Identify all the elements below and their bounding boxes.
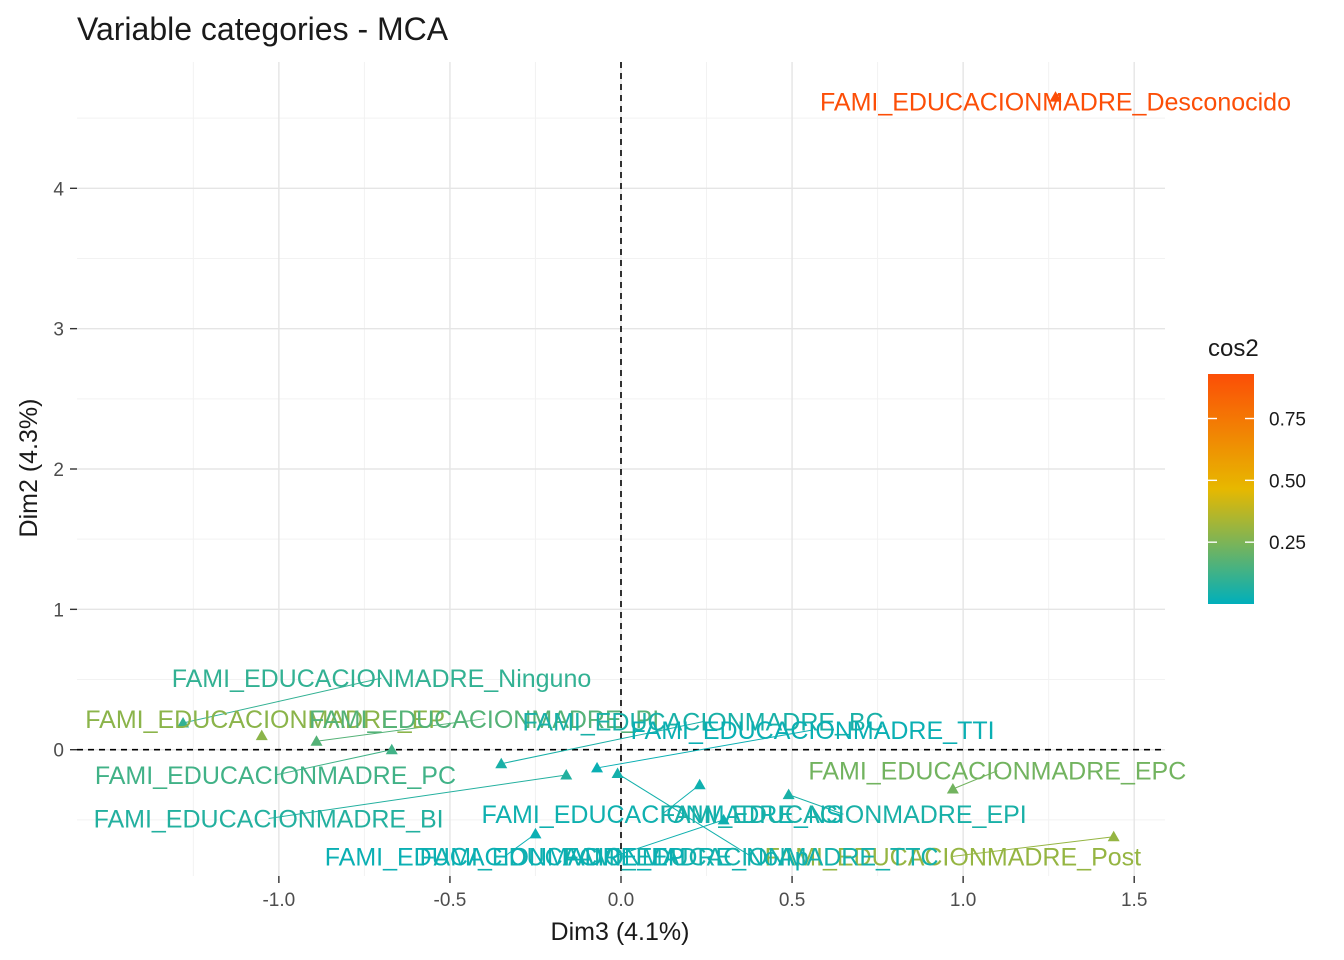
point-label: FAMI_EDUCACIONMADRE_EPC: [808, 758, 1186, 786]
point-label: FAMI_EDUCACIONMADRE_EP: [325, 843, 685, 871]
label-connector: [596, 729, 813, 769]
point-marker: [1107, 830, 1120, 842]
point-marker: [177, 717, 190, 728]
point-marker: [946, 782, 959, 794]
x-tick-label: 0.5: [779, 890, 805, 911]
legend-colorbar: [1208, 374, 1254, 604]
legend-tick-label: 0.75: [1269, 410, 1306, 431]
y-tick-label: 1: [53, 600, 64, 621]
label-connector: [952, 836, 1114, 857]
point-marker: [529, 827, 542, 839]
x-tick-label: 0.0: [608, 890, 634, 911]
label-connector: [268, 774, 567, 819]
grid-lines: [77, 62, 1165, 876]
point-marker: [611, 767, 624, 779]
label-connector: [617, 773, 752, 857]
x-tick-label: 1.0: [950, 890, 976, 911]
point-label: FAMI_EDUCACIONMADRE_Desconocido: [820, 88, 1291, 116]
point-label: FAMI_EDUCACIONMADRE_Ninguno: [172, 665, 592, 693]
label-connector: [316, 718, 485, 742]
label-connector: [275, 749, 392, 776]
y-tick-label: 0: [53, 741, 64, 762]
point-label: FAMI_EDUCACIONMADRE_BC: [523, 709, 884, 737]
y-tick-label: 2: [53, 460, 64, 481]
axes: -1.0 -0.5 0.0 0.5 1.0 1.5 0 1 2 3 4: [53, 179, 1147, 911]
label-connectors: [182, 677, 1114, 857]
data-points: [177, 91, 1120, 842]
point-marker: [310, 735, 323, 746]
point-label: FAMI_EDUCACIONMADRE_TTI: [631, 717, 995, 745]
label-connector: [661, 784, 701, 815]
label-connector: [501, 721, 704, 765]
point-label: FAMI_EDUCACIONMADRE_EP: [85, 706, 445, 734]
point-marker: [385, 743, 398, 755]
label-connector: [613, 819, 724, 857]
x-tick-label: -0.5: [434, 890, 467, 911]
point-label: FAMI_EDUCACIONMADRE_NoAp: [420, 843, 809, 871]
point-marker: [693, 778, 706, 790]
legend-tick-label: 0.25: [1269, 533, 1306, 554]
legend-ticks: 0.25 0.50 0.75: [1208, 410, 1306, 554]
point-label: FAMI_EDUCACIONMADRE_EPI: [660, 801, 1027, 829]
legend-tick-label: 0.50: [1269, 471, 1306, 492]
y-axis-title: Dim2 (4.3%): [15, 399, 43, 538]
point-marker: [495, 757, 508, 769]
point-marker: [591, 761, 604, 773]
legend-title: cos2: [1208, 335, 1259, 362]
y-tick-label: 4: [53, 179, 64, 200]
label-connector: [788, 794, 844, 815]
point-marker: [782, 788, 795, 800]
cos2-legend: cos2 0.25 0.50 0.75: [1208, 335, 1306, 604]
label-connector: [182, 677, 382, 724]
point-label: FAMI_EDUCACIONMADRE_PI: [309, 706, 659, 734]
x-tick-label: -1.0: [262, 890, 295, 911]
point-marker: [717, 813, 730, 825]
point-label: FAMI_EDUCACIONMADRE_BI: [94, 805, 444, 833]
point-marker: [255, 729, 268, 741]
point-labels: FAMI_EDUCACIONMADRE_Desconocido FAMI_EDUC…: [85, 88, 1291, 871]
point-marker: [1049, 91, 1062, 102]
point-label: FAMI_EDUCACIONMADRE_PC: [95, 762, 456, 790]
reference-lines: [77, 62, 1165, 876]
point-label: FAMI_EDUCACIONMADRE_TTC: [563, 843, 938, 871]
point-label: FAMI_EDUCACIONMADRE_NS: [481, 801, 842, 829]
point-marker: [560, 768, 573, 780]
x-axis-title: Dim3 (4.1%): [551, 918, 690, 946]
chart-title: Variable categories - MCA: [77, 11, 449, 47]
x-tick-label: 1.5: [1121, 890, 1147, 911]
y-tick-label: 3: [53, 320, 64, 341]
label-connector: [952, 770, 998, 790]
point-label: FAMI_EDUCACIONMADRE_Post: [765, 843, 1142, 871]
